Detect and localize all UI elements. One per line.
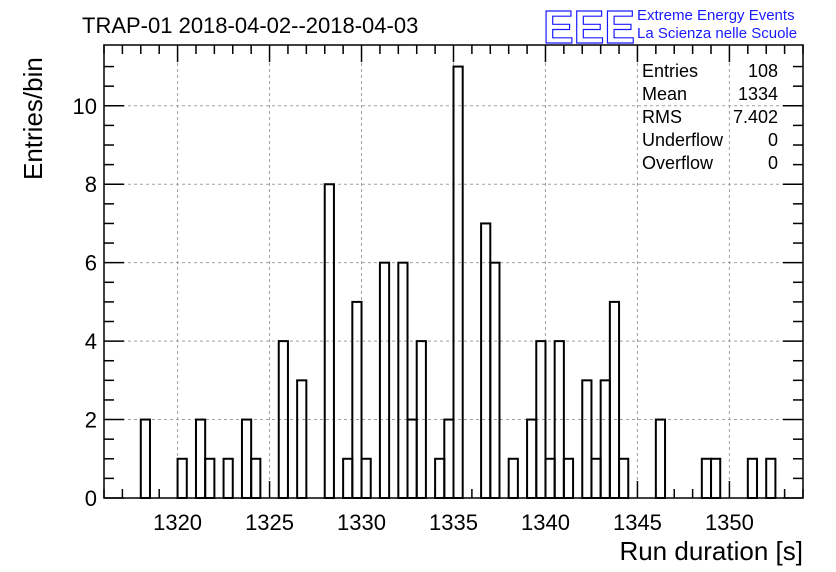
histogram-bar bbox=[618, 457, 630, 500]
y-axis-label: Entries/bin bbox=[18, 57, 48, 180]
histogram-bar bbox=[204, 457, 216, 500]
histogram-bar bbox=[452, 65, 464, 499]
histogram-bar bbox=[240, 418, 253, 499]
histogram-bar bbox=[507, 457, 519, 500]
histogram-bar bbox=[489, 261, 501, 499]
y-tick-label: 6 bbox=[85, 251, 97, 276]
histogram-bar bbox=[746, 457, 759, 500]
stats-box: Entries 108 Mean 1334 RMS 7.402 Underflow 0 Over… bbox=[642, 61, 778, 173]
logo-line-2: La Scienza nelle Scuole bbox=[637, 25, 797, 42]
x-tick-label: 1335 bbox=[429, 510, 478, 535]
stats-value: 0 bbox=[768, 130, 778, 150]
x-tick-label: 1330 bbox=[337, 510, 386, 535]
stats-value: 1334 bbox=[738, 84, 778, 104]
x-tick-label: 1320 bbox=[153, 510, 202, 535]
stats-label: RMS bbox=[642, 107, 682, 127]
y-tick-label: 0 bbox=[85, 486, 97, 511]
x-tick-label: 1345 bbox=[613, 510, 662, 535]
histogram-bar bbox=[406, 418, 418, 499]
stats-label: Mean bbox=[642, 84, 687, 104]
x-tick-label: 1340 bbox=[521, 510, 570, 535]
histogram-bar bbox=[296, 379, 308, 500]
histogram-bar bbox=[526, 418, 538, 499]
histogram-bar bbox=[443, 418, 455, 499]
histogram-bar bbox=[608, 300, 621, 500]
stats-value: 108 bbox=[748, 61, 778, 81]
logo-line-1: Extreme Energy Events bbox=[637, 7, 795, 24]
histogram-bar bbox=[139, 418, 151, 499]
histogram-bar bbox=[562, 457, 575, 500]
stats-label: Underflow bbox=[642, 130, 724, 150]
histogram-bar bbox=[397, 261, 409, 499]
histogram-bar bbox=[700, 457, 713, 500]
histogram-bar bbox=[581, 379, 593, 500]
histogram-bar bbox=[250, 457, 262, 500]
y-tick-label: 2 bbox=[85, 408, 97, 433]
histogram-bar bbox=[351, 300, 363, 500]
chart-title: TRAP-01 2018-04-02--2018-04-03 bbox=[82, 13, 418, 38]
histogram-bar bbox=[480, 222, 492, 499]
x-axis-label: Run duration [s] bbox=[619, 536, 803, 566]
histogram-bar bbox=[599, 379, 611, 500]
histogram-bar bbox=[342, 457, 354, 500]
x-tick-label: 1325 bbox=[245, 510, 294, 535]
tick-labels: 1320 1325 1330 1335 1340 1345 1350 0 2 4 6 8 10 bbox=[73, 94, 754, 535]
histogram-bar bbox=[590, 457, 602, 500]
stats-label: Overflow bbox=[642, 153, 714, 173]
histogram-bar bbox=[544, 457, 556, 500]
histogram-bar bbox=[434, 457, 446, 500]
histogram-bar bbox=[194, 418, 207, 499]
eee-logo: EEE Extreme Energy Events La Scienza nel… bbox=[542, 0, 797, 53]
histogram-bar bbox=[654, 418, 667, 499]
y-tick-label: 8 bbox=[85, 172, 97, 197]
histogram-bar bbox=[710, 457, 722, 500]
histogram-bar bbox=[360, 457, 372, 500]
stats-value: 0 bbox=[768, 153, 778, 173]
y-tick-label: 4 bbox=[85, 329, 97, 354]
stats-value: 7.402 bbox=[733, 107, 778, 127]
histogram-bar bbox=[222, 457, 234, 500]
x-tick-label: 1350 bbox=[705, 510, 754, 535]
y-tick-label: 10 bbox=[73, 94, 97, 119]
histogram-bar bbox=[176, 457, 188, 500]
stats-label: Entries bbox=[642, 61, 698, 81]
histogram-bar bbox=[378, 261, 391, 499]
histogram-bar bbox=[765, 457, 777, 500]
axes bbox=[103, 44, 804, 499]
